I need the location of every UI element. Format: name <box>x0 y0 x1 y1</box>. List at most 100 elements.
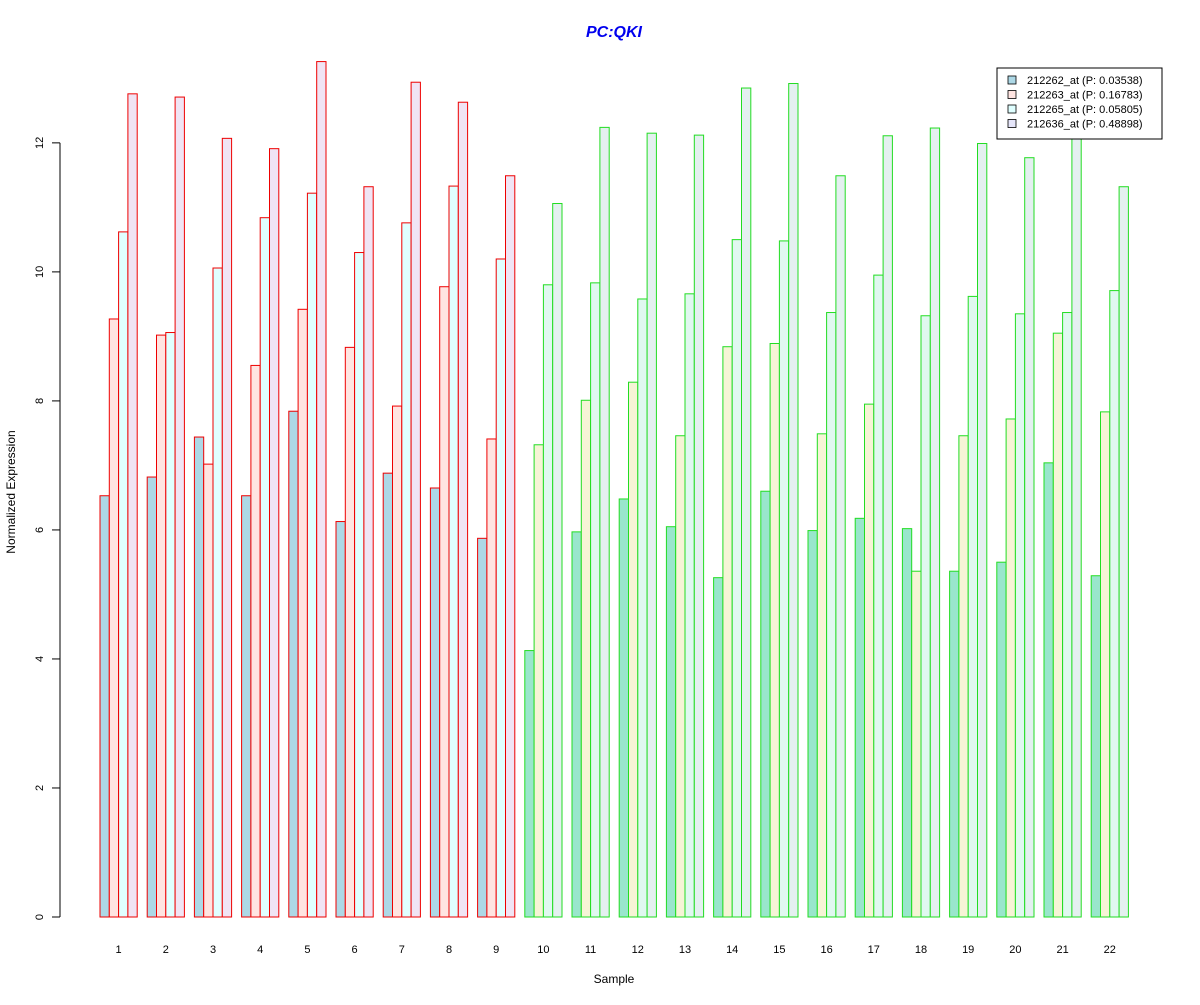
bar-sample-22-series-3 <box>1109 290 1120 918</box>
bar-sample-19-series-2 <box>958 435 969 918</box>
bar-sample-14-series-2 <box>722 346 733 918</box>
legend-swatch-2 <box>1007 90 1017 99</box>
legend-entry-4: 212636_at (P: 0.48898) <box>1027 119 1143 131</box>
legend-entry-3: 212265_at (P: 0.05805) <box>1027 104 1143 116</box>
bar-sample-17-series-4 <box>882 135 893 918</box>
bar-sample-4-series-2 <box>250 364 261 918</box>
bar-sample-3-series-2 <box>203 463 214 918</box>
bar-sample-1-series-3 <box>118 231 129 918</box>
bar-sample-3-series-4 <box>221 137 233 918</box>
bar-sample-21-series-2 <box>1052 332 1064 918</box>
bar-sample-5-series-4 <box>316 61 327 918</box>
bar-sample-16-series-4 <box>835 175 846 918</box>
bar-sample-7-series-2 <box>392 405 403 918</box>
y-tick-label: 4 <box>34 656 46 662</box>
x-tick-label: 18 <box>915 944 927 956</box>
bar-sample-13-series-2 <box>675 435 686 918</box>
bar-sample-13-series-1 <box>665 526 677 918</box>
x-tick-label: 17 <box>868 944 880 956</box>
bar-sample-4-series-4 <box>269 148 280 918</box>
bar-sample-9-series-2 <box>486 438 497 918</box>
bar-sample-11-series-3 <box>590 282 601 918</box>
bar-sample-20-series-4 <box>1024 157 1035 918</box>
bar-sample-3-series-1 <box>193 436 205 918</box>
x-axis-label: Sample <box>594 972 635 986</box>
bar-sample-17-series-3 <box>873 274 884 918</box>
bar-sample-13-series-4 <box>693 134 705 918</box>
bar-sample-14-series-1 <box>713 577 724 918</box>
bar-sample-9-series-1 <box>477 537 488 918</box>
bar-sample-12-series-2 <box>628 381 639 918</box>
bar-sample-16-series-3 <box>826 312 837 918</box>
x-tick-label: 19 <box>962 944 974 956</box>
bar-sample-17-series-2 <box>864 403 875 918</box>
bar-sample-6-series-2 <box>344 346 356 918</box>
bar-sample-16-series-1 <box>807 530 818 918</box>
x-tick-label: 7 <box>399 944 405 956</box>
bar-sample-19-series-3 <box>967 295 979 918</box>
bar-sample-21-series-3 <box>1062 312 1073 918</box>
x-tick-label: 1 <box>116 944 122 956</box>
bar-sample-22-series-1 <box>1090 575 1101 918</box>
bar-sample-12-series-1 <box>618 498 630 918</box>
y-tick-label: 0 <box>34 914 46 920</box>
bar-sample-12-series-3 <box>637 298 648 918</box>
x-tick-label: 10 <box>537 944 549 956</box>
x-tick-label: 15 <box>773 944 785 956</box>
bar-sample-6-series-4 <box>363 186 374 918</box>
bar-sample-1-series-1 <box>99 495 110 918</box>
bar-sample-19-series-4 <box>977 143 988 918</box>
bar-sample-8-series-3 <box>448 185 459 918</box>
y-axis: 0 2 4 6 8 10 12 <box>34 137 61 920</box>
legend-entry-2: 212263_at (P: 0.16783) <box>1027 90 1143 102</box>
y-axis-label: Normalized Expression <box>4 430 18 553</box>
bar-sample-7-series-3 <box>401 222 412 918</box>
bar-sample-10-series-3 <box>542 284 554 918</box>
bar-sample-5-series-1 <box>288 410 299 918</box>
bar-sample-16-series-2 <box>816 433 828 918</box>
bar-sample-3-series-3 <box>212 267 223 918</box>
bar-sample-2-series-1 <box>146 476 157 918</box>
bar-sample-15-series-4 <box>788 83 799 918</box>
bar-sample-8-series-2 <box>439 286 450 918</box>
bars-group <box>99 61 1129 918</box>
bar-sample-11-series-2 <box>580 399 592 918</box>
bar-sample-14-series-3 <box>731 239 743 918</box>
bar-sample-22-series-2 <box>1100 411 1111 918</box>
x-tick-label: 12 <box>632 944 644 956</box>
bar-sample-2-series-2 <box>156 334 167 918</box>
bar-sample-18-series-2 <box>911 570 922 918</box>
y-tick-label: 6 <box>34 527 46 533</box>
bar-sample-7-series-1 <box>382 472 394 918</box>
legend-swatch-1 <box>1007 75 1017 85</box>
bar-sample-15-series-1 <box>760 490 771 918</box>
bar-sample-1-series-4 <box>127 93 138 918</box>
bar-sample-17-series-1 <box>854 517 866 918</box>
y-tick-label: 12 <box>34 137 46 149</box>
x-tick-label: 11 <box>585 944 596 956</box>
bar-sample-12-series-4 <box>646 132 657 918</box>
x-tick-label: 2 <box>163 944 169 956</box>
bar-sample-15-series-3 <box>778 240 790 918</box>
legend: 212262_at (P: 0.03538) 212263_at (P: 0.16… <box>996 67 1163 140</box>
bar-sample-6-series-1 <box>335 521 346 918</box>
bar-sample-21-series-1 <box>1043 462 1054 918</box>
bar-sample-20-series-1 <box>996 561 1007 918</box>
bar-sample-10-series-1 <box>524 650 535 918</box>
bar-sample-8-series-1 <box>429 487 441 918</box>
x-tick-label: 14 <box>726 944 738 956</box>
bar-sample-6-series-3 <box>354 252 365 918</box>
x-tick-label: 3 <box>210 944 216 956</box>
x-tick-label: 20 <box>1009 944 1021 956</box>
bar-sample-7-series-4 <box>410 81 421 918</box>
bar-sample-5-series-2 <box>297 308 308 918</box>
x-tick-label: 21 <box>1056 944 1068 956</box>
bar-sample-14-series-4 <box>741 87 752 918</box>
bar-sample-2-series-3 <box>165 332 176 918</box>
x-tick-label: 22 <box>1104 944 1116 956</box>
bar-sample-10-series-2 <box>533 444 544 918</box>
bar-sample-19-series-1 <box>949 570 960 918</box>
x-tick-label: 4 <box>257 944 263 956</box>
y-tick-label: 10 <box>34 266 46 278</box>
